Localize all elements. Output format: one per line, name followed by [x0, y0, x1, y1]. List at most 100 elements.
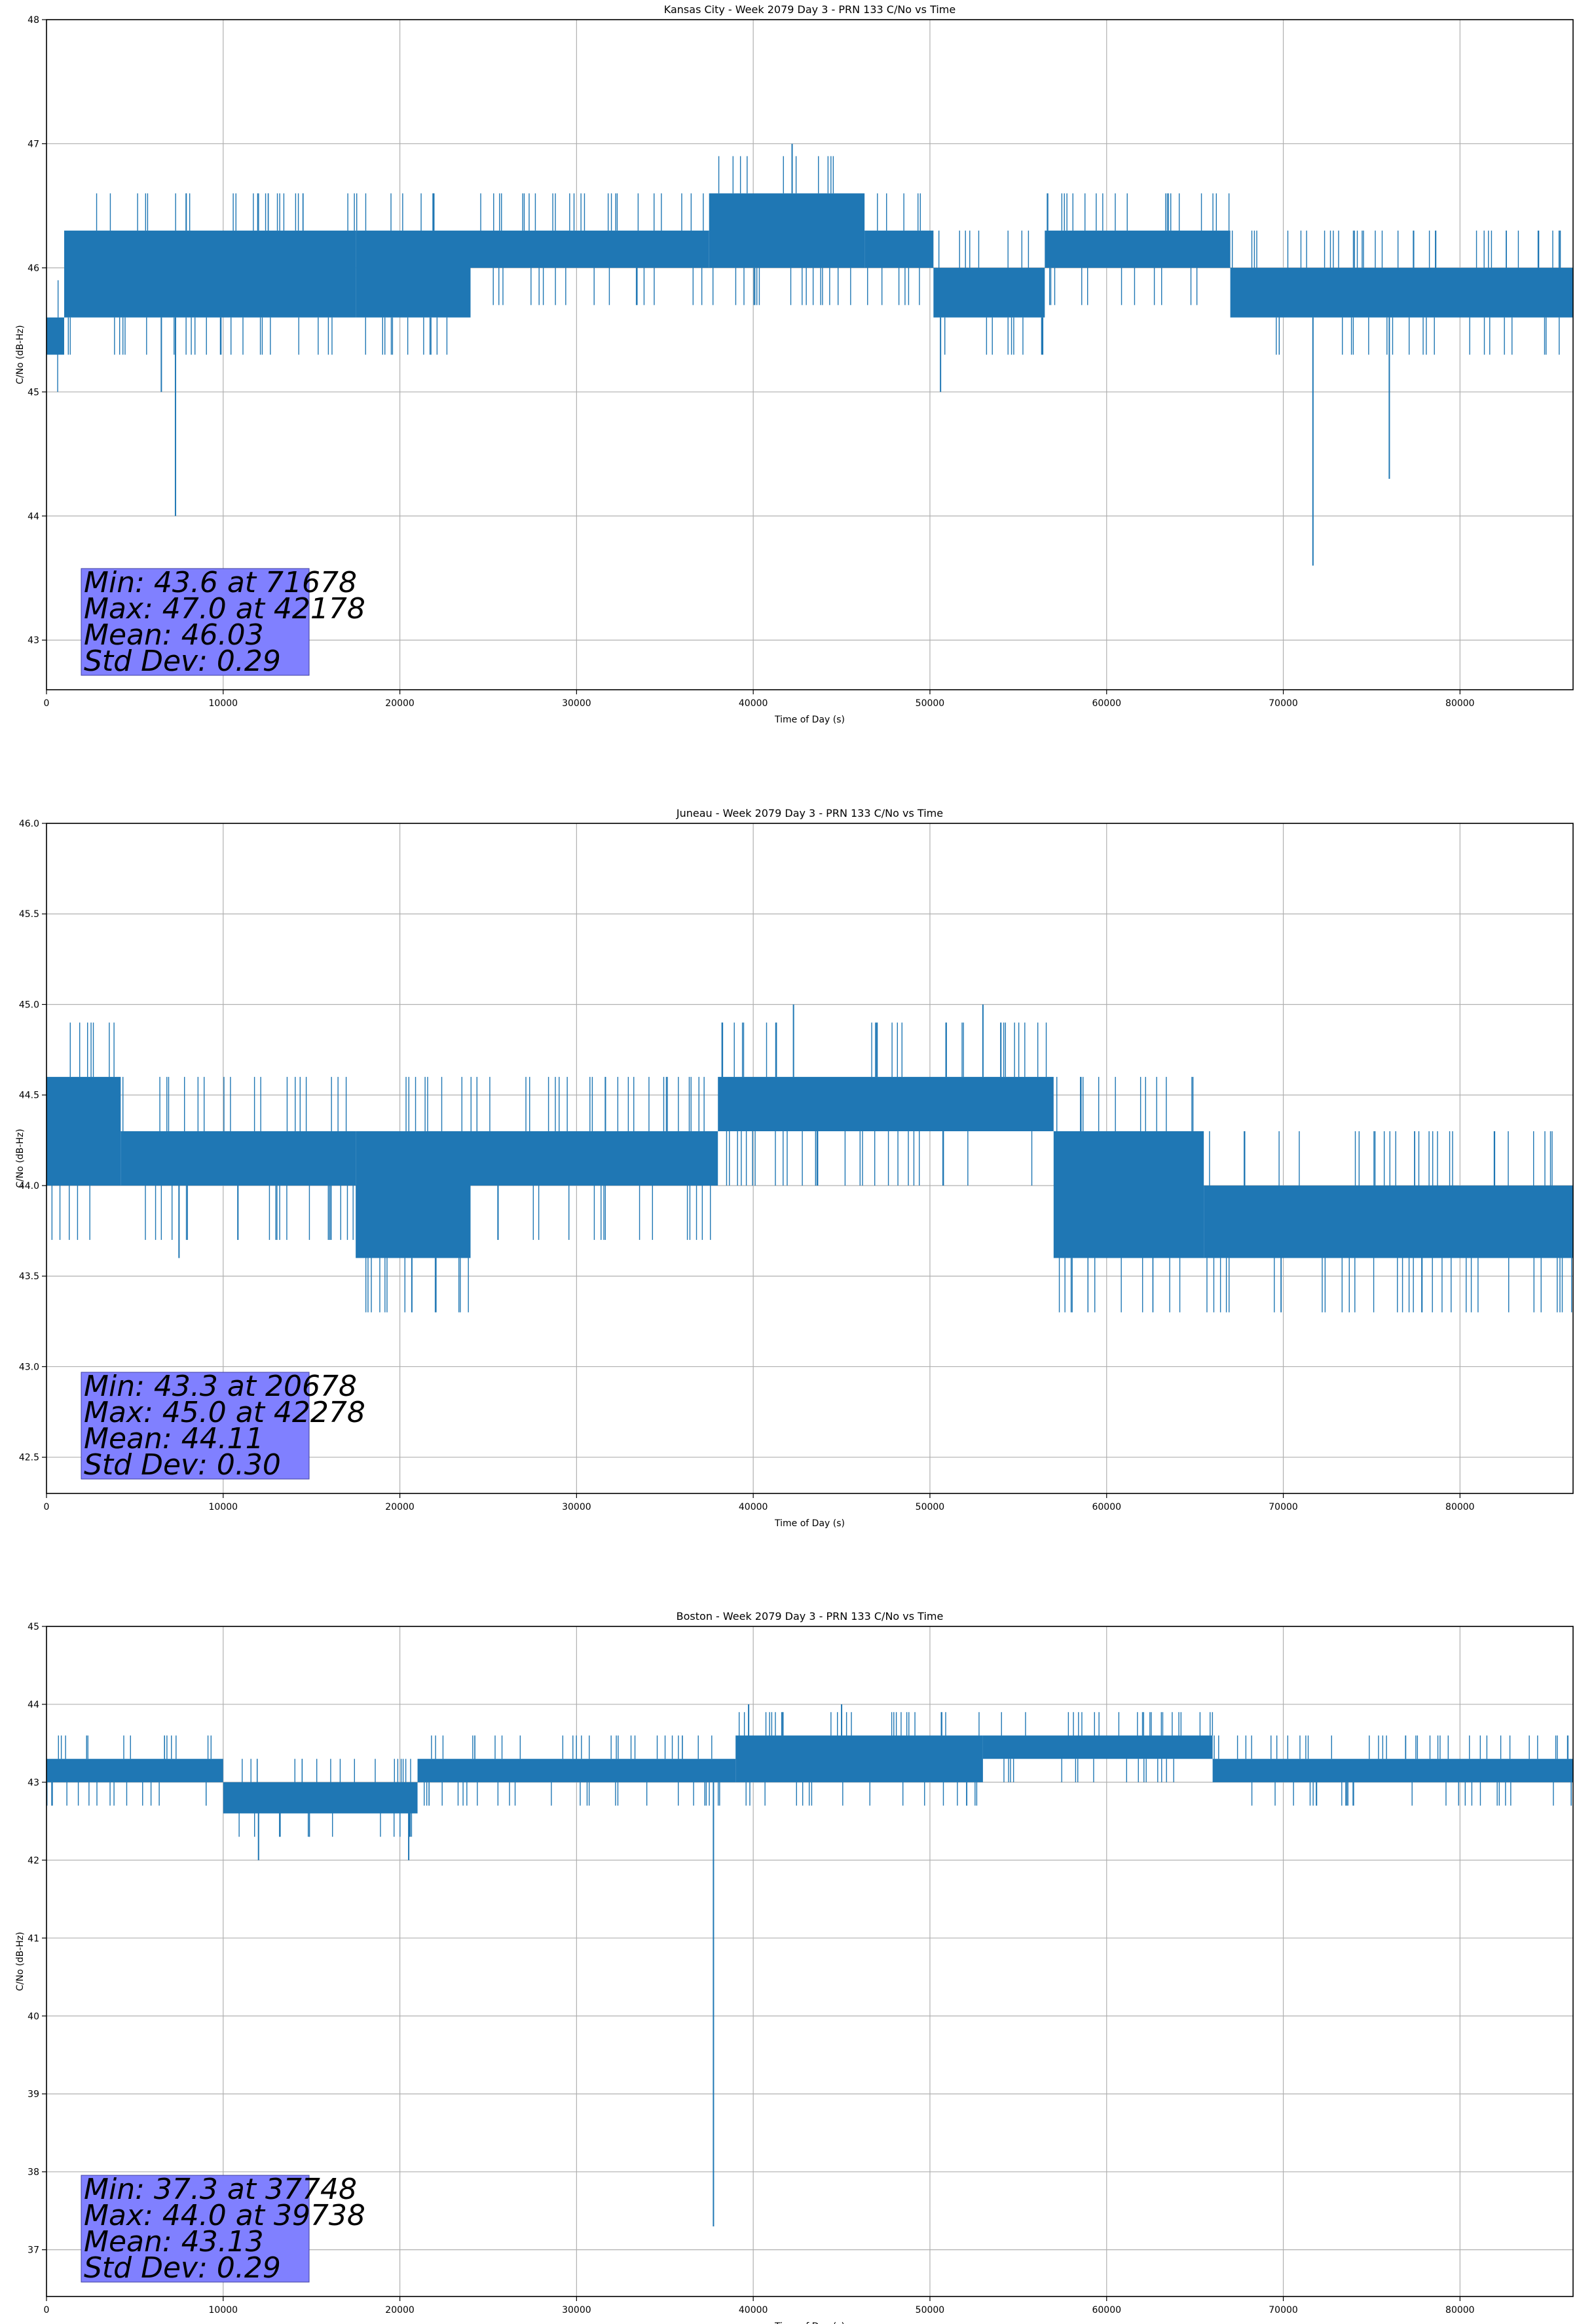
y-tick-label: 47: [28, 139, 39, 149]
cno-series: [46, 1004, 1573, 1313]
y-tick-label: 43: [28, 635, 39, 646]
y-tick-label: 45.0: [19, 1000, 39, 1010]
y-tick-label: 37: [28, 2245, 39, 2256]
x-tick-label: 10000: [209, 698, 238, 709]
x-tick-label: 20000: [385, 1502, 415, 1512]
cno-band: [121, 1131, 356, 1186]
cno-band: [223, 1782, 418, 1814]
x-tick-label: 30000: [562, 2305, 591, 2315]
x-tick-label: 70000: [1269, 1502, 1298, 1512]
x-tick-label: 40000: [739, 2305, 768, 2315]
x-tick-label: 0: [44, 2305, 50, 2315]
y-tick-label: 44: [28, 1700, 39, 1710]
y-tick-label: 39: [28, 2090, 39, 2100]
y-tick-label: 46: [28, 263, 39, 274]
y-tick-label: 42: [28, 1856, 39, 1866]
y-axis-label: C/No (dB-Hz): [15, 1129, 26, 1188]
cno-band: [1053, 1131, 1204, 1258]
cno-band: [718, 1077, 1054, 1132]
stats-line: Min: 43.3 at 20678: [84, 1370, 357, 1403]
x-tick-label: 80000: [1445, 1502, 1475, 1512]
cno-band: [356, 231, 471, 318]
y-tick-label: 48: [28, 15, 39, 26]
y-tick-label: 43: [28, 1778, 39, 1788]
x-tick-label: 10000: [209, 2305, 238, 2315]
x-tick-label: 0: [44, 1502, 50, 1512]
x-tick-label: 60000: [1092, 1502, 1121, 1512]
stats-line: Mean: 44.11: [84, 1422, 264, 1455]
x-axis-label: Time of Day (s): [774, 1518, 845, 1529]
cno-band: [933, 267, 1045, 318]
y-tick-label: 44: [28, 512, 39, 522]
axes-frame: [46, 19, 1574, 690]
cno-band: [982, 1735, 1213, 1759]
stats-line: Std Dev: 0.29: [84, 645, 281, 678]
y-tick-label: 46.0: [19, 819, 39, 829]
cno-band: [64, 231, 356, 318]
cno-band: [417, 1759, 736, 1782]
x-tick-label: 40000: [739, 1502, 768, 1512]
x-tick-label: 60000: [1092, 698, 1121, 709]
x-tick-label: 60000: [1092, 2305, 1121, 2315]
y-tick-label: 45: [28, 1622, 39, 1632]
x-axis-label: Time of Day (s): [774, 715, 845, 725]
stats-line: Max: 47.0 at 42178: [84, 592, 365, 626]
cno-band: [470, 1131, 718, 1186]
x-tick-label: 80000: [1445, 2305, 1475, 2315]
x-tick-label: 10000: [209, 1502, 238, 1512]
y-axis-label: C/No (dB-Hz): [15, 325, 26, 384]
x-tick-label: 50000: [916, 698, 945, 709]
y-tick-label: 43.5: [19, 1271, 39, 1282]
stats-line: Std Dev: 0.30: [84, 1448, 281, 1482]
stats-line: Mean: 46.03: [84, 618, 264, 652]
cno-series: [46, 1704, 1573, 2226]
y-tick-label: 44.5: [19, 1091, 39, 1101]
x-tick-label: 30000: [562, 1502, 591, 1512]
y-tick-label: 41: [28, 1934, 39, 1944]
y-axis-label: C/No (dB-Hz): [15, 1932, 26, 1991]
x-tick-label: 50000: [916, 1502, 945, 1512]
stats-box: [81, 1372, 310, 1480]
chart-panel-3: 0 10000 20000 30000 40000 50000 60000 70000 8000…: [15, 1610, 1574, 2324]
x-tick-label: 70000: [1269, 2305, 1298, 2315]
cno-series: [46, 143, 1573, 566]
x-tick-label: 30000: [562, 698, 591, 709]
y-tick-label: 44.0: [19, 1181, 39, 1191]
cno-band: [46, 1077, 121, 1186]
y-tick-label: 38: [28, 2167, 39, 2178]
y-tick-label: 45: [28, 387, 39, 398]
chart-panel-2: 0 10000 20000 30000 40000 50000 60000 70000 8000…: [15, 807, 1574, 1529]
x-tick-label: 70000: [1269, 698, 1298, 709]
cno-band: [356, 1131, 471, 1258]
chart-title: Juneau - Week 2079 Day 3 - PRN 133 C/No …: [676, 807, 943, 819]
x-tick-label: 20000: [385, 698, 415, 709]
axes-frame: [46, 1626, 1574, 2297]
y-tick-label: 43.0: [19, 1362, 39, 1372]
cno-band: [735, 1735, 983, 1782]
stats-line: Max: 44.0 at 39738: [84, 2199, 365, 2232]
stats-line: Max: 45.0 at 42278: [84, 1396, 365, 1429]
cno-band: [1230, 267, 1573, 318]
x-tick-label: 20000: [385, 2305, 415, 2315]
axes-frame: [46, 823, 1574, 1494]
cno-band: [46, 317, 64, 355]
chart-title: Boston - Week 2079 Day 3 - PRN 133 C/No …: [677, 1610, 944, 1622]
x-axis-label: Time of Day (s): [774, 2321, 845, 2324]
y-tick-label: 45.5: [19, 909, 39, 920]
y-tick-label: 40: [28, 2012, 39, 2022]
stats-line: Min: 37.3 at 37748: [84, 2173, 357, 2206]
cno-band: [470, 231, 709, 268]
cno-band: [1204, 1185, 1573, 1258]
cno-band: [46, 1759, 223, 1782]
x-tick-label: 0: [44, 698, 50, 709]
x-tick-label: 80000: [1445, 698, 1475, 709]
stats-line: Std Dev: 0.29: [84, 2251, 281, 2285]
chart-panel-1: 0 10000 20000 30000 40000 50000 60000 70000 8000…: [15, 3, 1574, 725]
stats-line: Min: 43.6 at 71678: [84, 566, 357, 599]
x-tick-label: 50000: [916, 2305, 945, 2315]
cno-band: [709, 193, 865, 268]
cno-band: [1045, 231, 1231, 268]
stats-box: [81, 568, 310, 676]
stats-line: Mean: 43.13: [84, 2225, 264, 2258]
